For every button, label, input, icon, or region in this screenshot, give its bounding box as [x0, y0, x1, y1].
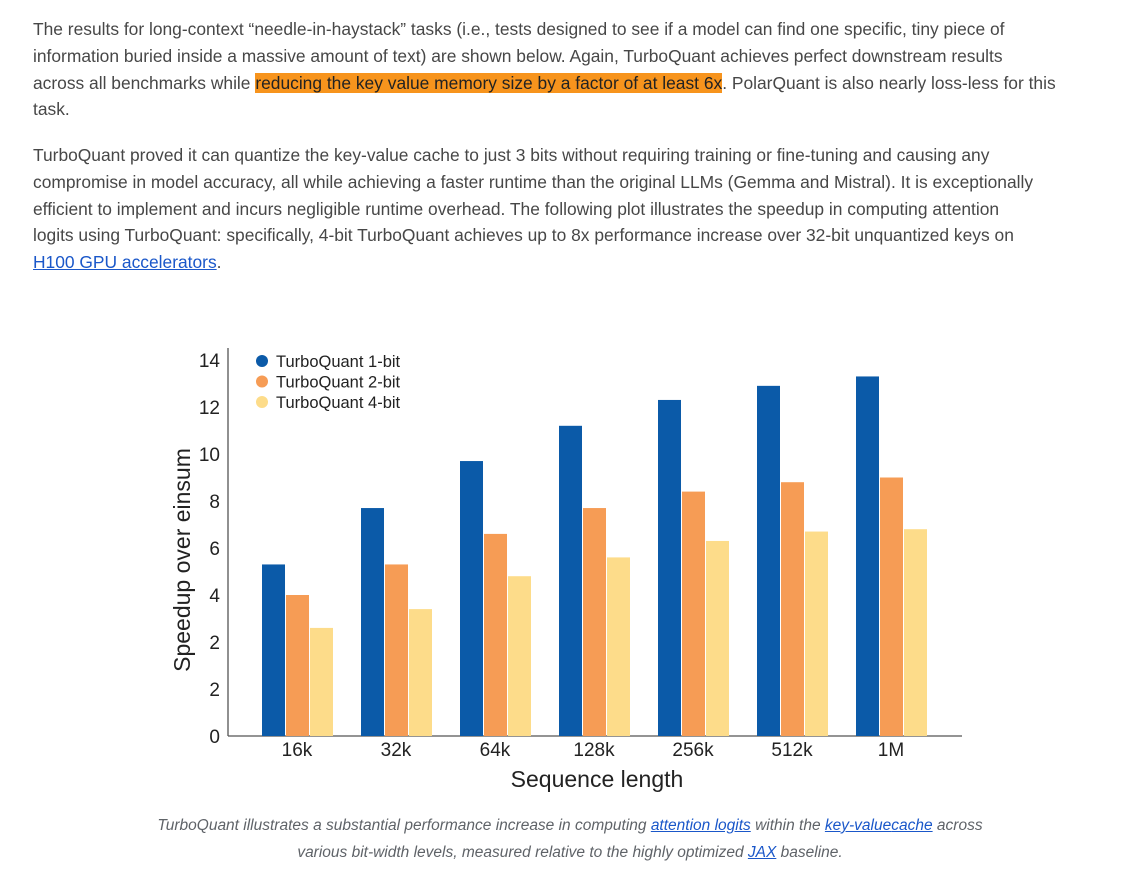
text-segment: within the [750, 817, 825, 834]
y-tick-label: 4 [209, 586, 220, 607]
x-tick-label: 256k [672, 740, 714, 761]
inline-link[interactable]: H100 GPU accelerators [33, 252, 217, 273]
legend-marker [256, 375, 268, 388]
y-tick-label: 2 [209, 680, 220, 701]
bar-turboquant-1-bit-16k [262, 564, 285, 736]
y-tick-label: 10 [199, 445, 220, 466]
bar-turboquant-4-bit-1M [904, 529, 927, 736]
bar-turboquant-2-bit-256k [682, 491, 705, 736]
text-line: task. [33, 96, 1056, 123]
x-tick-label: 32k [381, 740, 412, 761]
bar-turboquant-4-bit-512k [805, 531, 828, 736]
y-tick-label: 8 [209, 492, 220, 513]
text-segment: efficient to implement and incurs neglig… [33, 198, 1000, 219]
legend-marker [256, 396, 268, 408]
legend-marker [256, 355, 268, 367]
text-line: information buried inside a massive amou… [33, 43, 1056, 70]
x-tick-label: 512k [771, 740, 813, 761]
bar-turboquant-2-bit-16k [286, 595, 309, 736]
bar-turboquant-4-bit-256k [706, 540, 729, 736]
x-tick-label: 128k [573, 740, 615, 761]
inline-link[interactable]: key-value [824, 817, 892, 834]
bar-turboquant-2-bit-32k [385, 564, 408, 736]
text-segment: . [216, 252, 222, 273]
text-segment: information buried inside a massive amou… [33, 45, 1003, 66]
x-tick-label: 64k [480, 740, 511, 761]
legend-label: TurboQuant 1-bit [276, 353, 401, 371]
text-segment: . PolarQuant is also nearly loss-less fo… [722, 72, 1056, 93]
text-segment: compromise in model accuracy, all while … [33, 171, 1034, 192]
inline-link[interactable]: JAX [747, 844, 777, 861]
text-line: cache across various bit-width levels, m… [297, 817, 982, 861]
inline-link[interactable]: cache [891, 817, 933, 834]
text-line: compromise in model accuracy, all while … [33, 169, 1033, 196]
bar-turboquant-1-bit-64k [460, 461, 483, 736]
x-tick-label: 16k [282, 740, 313, 761]
text-segment: across all benchmarks while [33, 72, 256, 93]
figure-caption: TurboQuant illustrates a substantial per… [150, 812, 990, 866]
text-segment: TurboQuant proved it can quantize the ke… [33, 145, 990, 165]
bar-turboquant-1-bit-256k [658, 399, 681, 736]
text-segment: The results for long-context “needle-in-… [33, 19, 1005, 39]
text-line: H100 GPU accelerators. [33, 249, 1033, 276]
text-line: across all benchmarks while reducing the… [33, 70, 1056, 97]
text-segment: across various bit-width levels, measure… [297, 817, 983, 861]
bar-turboquant-1-bit-512k [757, 385, 780, 736]
bar-turboquant-1-bit-32k [361, 508, 384, 736]
bar-turboquant-2-bit-128k [583, 508, 606, 736]
text-segment: logits using TurboQuant: specifically, 4… [33, 225, 1014, 246]
x-tick-label: 1M [878, 740, 904, 761]
legend-label: TurboQuant 4-bit [276, 394, 401, 412]
text-segment: TurboQuant illustrates a substantial per… [157, 817, 651, 834]
x-axis-label: Sequence length [511, 766, 684, 792]
y-tick-label: 0 [209, 727, 220, 748]
y-axis-label: Speedup over einsum [169, 448, 195, 672]
paragraph-needle-results: The results for long-context “needle-in-… [33, 16, 1056, 123]
bar-turboquant-4-bit-32k [409, 609, 432, 736]
bar-turboquant-2-bit-1M [880, 477, 903, 736]
bar-turboquant-4-bit-64k [508, 576, 531, 736]
bar-turboquant-4-bit-128k [607, 557, 630, 736]
paragraph-turboquant-speed: TurboQuant proved it can quantize the ke… [33, 142, 1033, 276]
highlighted-text: reducing the key value memory size by a … [255, 72, 723, 93]
bar-turboquant-1-bit-1M [856, 376, 879, 736]
bar-turboquant-2-bit-64k [484, 533, 507, 736]
y-tick-label: 2 [209, 633, 220, 654]
bar-turboquant-4-bit-16k [310, 627, 333, 736]
y-tick-label: 12 [199, 398, 220, 419]
bar-turboquant-1-bit-128k [559, 425, 582, 736]
inline-link[interactable]: attention logits [650, 817, 751, 834]
text-segment: task. [33, 99, 70, 120]
text-line: logits using TurboQuant: specifically, 4… [33, 222, 1033, 249]
text-line: TurboQuant proved it can quantize the ke… [33, 142, 1033, 169]
y-tick-label: 6 [209, 539, 220, 560]
text-segment: baseline. [776, 844, 843, 861]
legend-label: TurboQuant 2-bit [276, 374, 401, 392]
text-line: TurboQuant illustrates a substantial per… [157, 817, 891, 834]
bar-turboquant-2-bit-512k [781, 482, 804, 736]
text-line: The results for long-context “needle-in-… [33, 16, 1056, 43]
text-line: efficient to implement and incurs neglig… [33, 196, 1033, 223]
y-tick-label: 14 [199, 351, 221, 372]
